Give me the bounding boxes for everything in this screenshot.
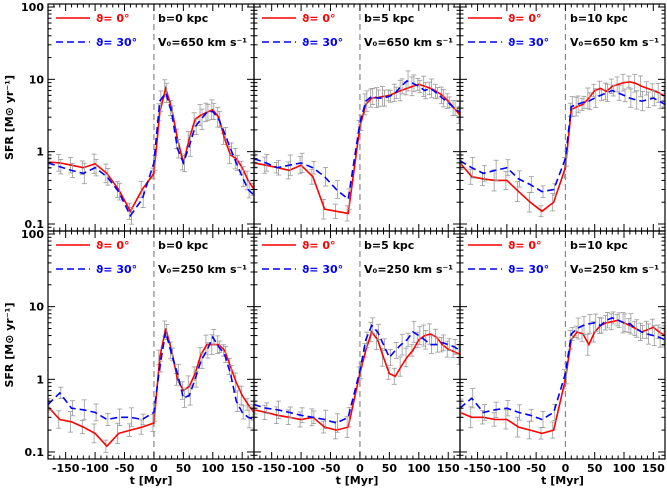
series-line-theta-30 bbox=[460, 317, 665, 421]
series-line-theta-30 bbox=[48, 91, 254, 218]
panel-3: ϑ= 0° ϑ= 30° b=10 kpc V₀=650 km s⁻¹ bbox=[459, 3, 666, 232]
series-line-theta-30 bbox=[48, 331, 254, 421]
panel-1: 0.1 1 10 100 ϑ= 0° ϑ= 30° b=0 kpc V₀=650 km s⁻¹ bbox=[21, 1, 255, 232]
legend: ϑ= 0° ϑ= 30° bbox=[262, 239, 343, 276]
x-tick-label: 0 bbox=[562, 462, 570, 475]
panel-annotation: V₀=650 km s⁻¹ bbox=[364, 36, 453, 49]
y-tick-label: 10 bbox=[29, 73, 45, 86]
x-tick-label: 50 bbox=[587, 462, 603, 475]
panel-annotation: b=5 kpc bbox=[364, 239, 414, 252]
panel-2: ϑ= 0° ϑ= 30° b=5 kpc V₀=650 km s⁻¹ bbox=[253, 3, 461, 232]
panel-annotation: b=0 kpc bbox=[158, 239, 208, 252]
series-line-theta-30 bbox=[254, 79, 460, 201]
y-tick-label: 10 bbox=[29, 301, 45, 314]
y-axis-label-bottom: SFR [M⊙ yr⁻¹] bbox=[3, 302, 16, 387]
x-tick-label: 100 bbox=[407, 462, 430, 475]
x-tick-label: 0 bbox=[356, 462, 364, 475]
legend-entry: ϑ= 0° bbox=[508, 239, 541, 252]
legend-entry: ϑ= 30° bbox=[96, 263, 137, 276]
y-tick-label: 0.1 bbox=[25, 218, 45, 231]
legend-entry: ϑ= 30° bbox=[302, 263, 343, 276]
series-line-theta-0 bbox=[48, 85, 254, 213]
panel-6: -150 -100 -50 0 50 100 150 ϑ= 0° ϑ= 30° b=10 kpc V… bbox=[459, 230, 666, 475]
x-tick-label: 150 bbox=[642, 462, 665, 475]
x-tick-label: -50 bbox=[526, 462, 546, 475]
series-line-theta-30 bbox=[460, 89, 665, 193]
x-tick-label: 100 bbox=[613, 462, 636, 475]
series-line-theta-30 bbox=[254, 324, 460, 424]
series-line-theta-0 bbox=[460, 81, 665, 213]
x-tick-label: -150 bbox=[258, 462, 286, 475]
series-line-theta-0 bbox=[254, 83, 460, 215]
panel-annotation: b=5 kpc bbox=[364, 12, 414, 25]
x-tick-label: 150 bbox=[437, 462, 460, 475]
x-axis-label-1: t [Myr] bbox=[130, 474, 173, 487]
legend-entry: ϑ= 30° bbox=[302, 36, 343, 49]
x-tick-label: -50 bbox=[115, 462, 135, 475]
y-axis-label-top: SFR [M⊙ yr⁻¹] bbox=[3, 75, 16, 160]
legend-entry: ϑ= 0° bbox=[302, 239, 335, 252]
legend-entry: ϑ= 30° bbox=[96, 36, 137, 49]
panel-annotation: b=10 kpc bbox=[570, 239, 628, 252]
legend-entry: ϑ= 30° bbox=[508, 263, 549, 276]
panel-annotation: b=10 kpc bbox=[570, 12, 628, 25]
legend: ϑ= 0° ϑ= 30° bbox=[468, 239, 549, 276]
x-tick-label: -150 bbox=[52, 462, 80, 475]
x-tick-label: -100 bbox=[287, 462, 315, 475]
errorbars-red bbox=[48, 320, 254, 453]
y-tick-label: 100 bbox=[21, 228, 44, 241]
x-tick-label: -50 bbox=[321, 462, 341, 475]
y-tick-label: 1 bbox=[36, 373, 44, 386]
x-axis-label-3: t [Myr] bbox=[541, 474, 584, 487]
legend: ϑ= 0° ϑ= 30° bbox=[468, 12, 549, 49]
legend: ϑ= 0° ϑ= 30° bbox=[56, 239, 137, 276]
errorbars-red bbox=[460, 312, 665, 440]
panel-annotation: V₀=250 km s⁻¹ bbox=[158, 263, 247, 276]
errorbars-blue bbox=[254, 70, 460, 210]
errorbars-red bbox=[48, 79, 254, 220]
panel-annotation: V₀=250 km s⁻¹ bbox=[570, 263, 659, 276]
panel-4: 0.1 1 10 100 -150 -100 -50 0 50 100 150 ϑ= 0° ϑ= 30°… bbox=[21, 228, 255, 475]
panel-annotation: V₀=650 km s⁻¹ bbox=[158, 36, 247, 49]
panel-annotation: V₀=650 km s⁻¹ bbox=[570, 36, 659, 49]
x-tick-label: 50 bbox=[382, 462, 398, 475]
panel-5: -150 -100 -50 0 50 100 150 ϑ= 0° ϑ= 30° b=5 kpc V₀… bbox=[253, 230, 461, 475]
legend: ϑ= 0° ϑ= 30° bbox=[56, 12, 137, 49]
panel-annotation: b=0 kpc bbox=[158, 12, 208, 25]
legend-entry: ϑ= 0° bbox=[302, 12, 335, 25]
x-tick-label: -100 bbox=[493, 462, 521, 475]
y-tick-label: 1 bbox=[36, 146, 44, 159]
legend-entry: ϑ= 0° bbox=[96, 239, 129, 252]
y-tick-label: 100 bbox=[21, 1, 44, 14]
x-tick-label: 0 bbox=[150, 462, 158, 475]
x-axis-label-2: t [Myr] bbox=[336, 474, 379, 487]
legend: ϑ= 0° ϑ= 30° bbox=[262, 12, 343, 49]
y-tick-label: 0.1 bbox=[25, 446, 45, 459]
x-tick-label: 100 bbox=[201, 462, 224, 475]
x-tick-label: 150 bbox=[231, 462, 254, 475]
errorbars-red bbox=[254, 321, 460, 440]
x-tick-label: 50 bbox=[176, 462, 192, 475]
panel-annotation: V₀=250 km s⁻¹ bbox=[364, 263, 453, 276]
errorbars-red bbox=[460, 73, 665, 218]
x-tick-label: -100 bbox=[81, 462, 109, 475]
legend-entry: ϑ= 30° bbox=[508, 36, 549, 49]
errorbars-blue bbox=[48, 82, 254, 225]
series-line-theta-0 bbox=[254, 330, 460, 431]
legend-entry: ϑ= 0° bbox=[508, 12, 541, 25]
x-tick-label: -150 bbox=[464, 462, 492, 475]
series-line-theta-0 bbox=[48, 328, 254, 448]
legend-entry: ϑ= 0° bbox=[96, 12, 129, 25]
